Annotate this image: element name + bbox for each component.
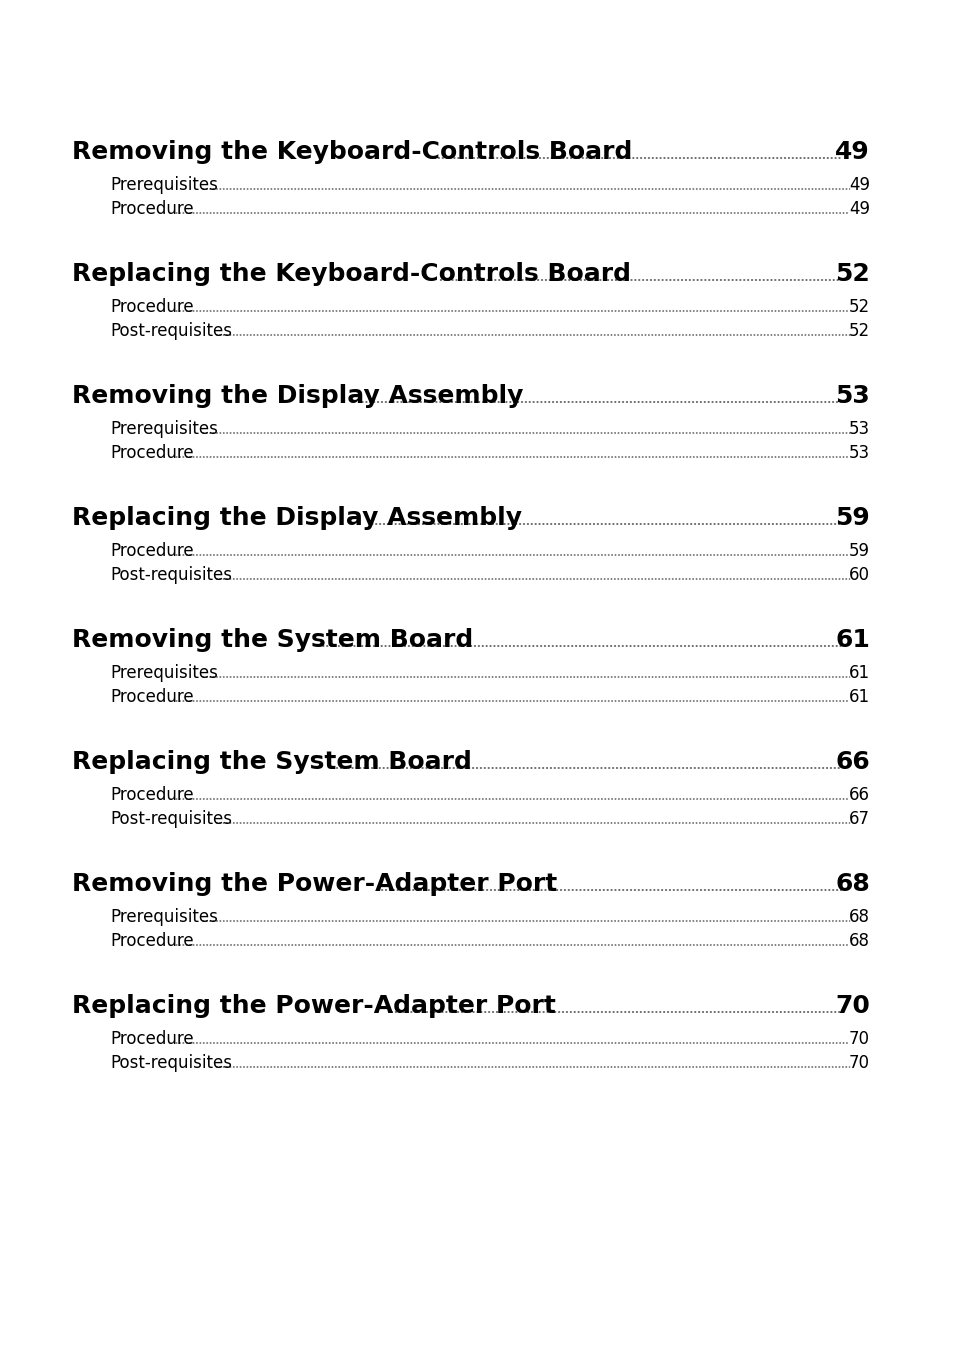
Text: 49: 49 <box>848 176 869 194</box>
Text: Replacing the System Board: Replacing the System Board <box>71 750 472 775</box>
Text: Removing the Keyboard-Controls Board: Removing the Keyboard-Controls Board <box>71 139 632 164</box>
Text: 52: 52 <box>835 262 869 285</box>
Text: Procedure: Procedure <box>110 298 193 316</box>
Text: 70: 70 <box>834 994 869 1018</box>
Text: Post-requisites: Post-requisites <box>110 1055 232 1072</box>
Text: 68: 68 <box>848 908 869 926</box>
Text: 66: 66 <box>848 785 869 805</box>
Text: 53: 53 <box>848 419 869 438</box>
Text: Procedure: Procedure <box>110 199 193 219</box>
Text: Prerequisites: Prerequisites <box>110 176 217 194</box>
Text: 53: 53 <box>835 384 869 408</box>
Text: Removing the Display Assembly: Removing the Display Assembly <box>71 384 523 408</box>
Text: 53: 53 <box>848 444 869 462</box>
Text: 49: 49 <box>848 199 869 219</box>
Text: 68: 68 <box>848 932 869 949</box>
Text: 70: 70 <box>848 1030 869 1048</box>
Text: Replacing the Keyboard-Controls Board: Replacing the Keyboard-Controls Board <box>71 262 630 285</box>
Text: 61: 61 <box>848 688 869 706</box>
Text: 52: 52 <box>848 322 869 340</box>
Text: 67: 67 <box>848 810 869 828</box>
Text: Removing the System Board: Removing the System Board <box>71 628 473 652</box>
Text: Removing the Power-Adapter Port: Removing the Power-Adapter Port <box>71 872 557 896</box>
Text: Procedure: Procedure <box>110 1030 193 1048</box>
Text: Prerequisites: Prerequisites <box>110 419 217 438</box>
Text: Prerequisites: Prerequisites <box>110 664 217 682</box>
Text: Prerequisites: Prerequisites <box>110 908 217 926</box>
Text: Replacing the Display Assembly: Replacing the Display Assembly <box>71 505 521 530</box>
Text: Procedure: Procedure <box>110 444 193 462</box>
Text: 61: 61 <box>834 628 869 652</box>
Text: 59: 59 <box>848 542 869 560</box>
Text: 52: 52 <box>848 298 869 316</box>
Text: 70: 70 <box>848 1055 869 1072</box>
Text: Procedure: Procedure <box>110 785 193 805</box>
Text: 60: 60 <box>848 566 869 585</box>
Text: Post-requisites: Post-requisites <box>110 322 232 340</box>
Text: Procedure: Procedure <box>110 542 193 560</box>
Text: Procedure: Procedure <box>110 688 193 706</box>
Text: 49: 49 <box>835 139 869 164</box>
Text: Post-requisites: Post-requisites <box>110 810 232 828</box>
Text: 59: 59 <box>835 505 869 530</box>
Text: Procedure: Procedure <box>110 932 193 949</box>
Text: 68: 68 <box>835 872 869 896</box>
Text: Replacing the Power-Adapter Port: Replacing the Power-Adapter Port <box>71 994 556 1018</box>
Text: Post-requisites: Post-requisites <box>110 566 232 585</box>
Text: 66: 66 <box>835 750 869 775</box>
Text: 61: 61 <box>848 664 869 682</box>
